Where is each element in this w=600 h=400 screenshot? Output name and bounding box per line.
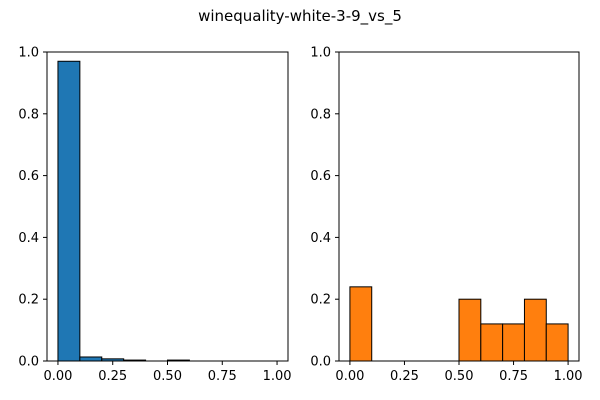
x-tick-label: 0.00 bbox=[335, 369, 364, 384]
y-tick-label: 0.4 bbox=[310, 231, 331, 246]
x-tick-label: 0.50 bbox=[153, 369, 182, 384]
y-tick-label: 0.0 bbox=[18, 355, 39, 370]
histogram-bar bbox=[545, 323, 569, 362]
y-tick-label: 1.0 bbox=[310, 46, 331, 61]
histogram-bar bbox=[79, 356, 103, 362]
y-tick-label: 0.8 bbox=[18, 107, 39, 122]
y-tick-label: 0.0 bbox=[310, 355, 331, 370]
histogram-left: 0.00 0.25 0.50 0.75 1.00 0.0 0.2 0.4 0.6 0.8 1.0 bbox=[18, 46, 291, 385]
histogram-bar bbox=[523, 298, 547, 362]
histogram-bar bbox=[349, 286, 373, 362]
y-tick-label: 0.4 bbox=[18, 231, 39, 246]
x-tick-label: 0.25 bbox=[98, 369, 127, 384]
x-tick-label: 0.50 bbox=[445, 369, 474, 384]
x-tick-label: 1.00 bbox=[263, 369, 292, 384]
y-tick-label: 0.2 bbox=[310, 293, 331, 308]
histogram-right: 0.00 0.25 0.50 0.75 1.00 0.0 0.2 0.4 0.6 0.8 1.0 bbox=[310, 46, 582, 385]
y-tick-label: 1.0 bbox=[18, 46, 39, 61]
x-tick-label: 0.00 bbox=[43, 369, 72, 384]
axes-frame bbox=[46, 51, 289, 362]
x-tick-label: 0.25 bbox=[390, 369, 419, 384]
y-tick-label: 0.2 bbox=[18, 293, 39, 308]
y-tick-label: 0.6 bbox=[18, 169, 39, 184]
histogram-bar bbox=[458, 298, 482, 362]
histogram-bar bbox=[57, 60, 81, 362]
y-tick-label: 0.6 bbox=[310, 169, 331, 184]
x-tick-label: 0.75 bbox=[499, 369, 528, 384]
histogram-bar bbox=[502, 323, 525, 362]
histogram-bar bbox=[480, 323, 504, 362]
x-tick-label: 0.75 bbox=[208, 369, 237, 384]
y-tick-label: 0.8 bbox=[310, 107, 331, 122]
figure-title: winequality-white-3-9_vs_5 bbox=[198, 7, 402, 26]
x-tick-label: 1.00 bbox=[554, 369, 583, 384]
